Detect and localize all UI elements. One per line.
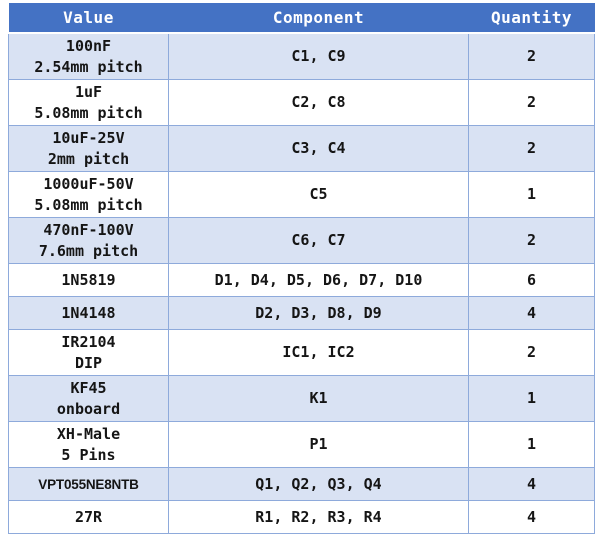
quantity-cell: 2: [468, 125, 595, 172]
header-row: Value Component Quantity: [8, 3, 595, 34]
component-cell: IC1, IC2: [168, 329, 469, 376]
value-cell: 470nF-100V 7.6mm pitch: [8, 217, 169, 264]
component-cell: C5: [168, 171, 469, 218]
value-cell: 1uF 5.08mm pitch: [8, 79, 169, 126]
table-row: 1uF 5.08mm pitch C2, C8 2: [8, 79, 595, 126]
header-component: Component: [168, 3, 469, 34]
component-cell: C1, C9: [168, 32, 469, 80]
value-cell: 100nF 2.54mm pitch: [8, 32, 169, 80]
component-cell: Q1, Q2, Q3, Q4: [168, 467, 469, 501]
value-cell: 1N4148: [8, 296, 169, 330]
component-cell: D2, D3, D8, D9: [168, 296, 469, 330]
component-cell: C3, C4: [168, 125, 469, 172]
value-cell: 1000uF-50V 5.08mm pitch: [8, 171, 169, 218]
table-row: KF45 onboard K1 1: [8, 375, 595, 422]
component-cell: C6, C7: [168, 217, 469, 264]
table-row: IR2104 DIP IC1, IC2 2: [8, 329, 595, 376]
quantity-cell: 1: [468, 171, 595, 218]
table-row: 10uF-25V 2mm pitch C3, C4 2: [8, 125, 595, 172]
table-row: VPT055NE8NTB Q1, Q2, Q3, Q4 4: [8, 467, 595, 501]
component-cell: D1, D4, D5, D6, D7, D10: [168, 263, 469, 297]
component-cell: P1: [168, 421, 469, 468]
quantity-cell: 4: [468, 467, 595, 501]
value-cell: VPT055NE8NTB: [8, 467, 169, 501]
quantity-cell: 2: [468, 217, 595, 264]
value-cell: KF45 onboard: [8, 375, 169, 422]
component-cell: K1: [168, 375, 469, 422]
header-quantity: Quantity: [468, 3, 595, 34]
component-cell: R1, R2, R3, R4: [168, 500, 469, 534]
table-row: 470nF-100V 7.6mm pitch C6, C7 2: [8, 217, 595, 264]
table-row: 100nF 2.54mm pitch C1, C9 2: [8, 32, 595, 80]
bom-table-body: 100nF 2.54mm pitch C1, C9 2 1uF 5.08mm pitch C…: [8, 32, 595, 534]
table-row: 27R R1, R2, R3, R4 4: [8, 500, 595, 534]
table-row: 1000uF-50V 5.08mm pitch C5 1: [8, 171, 595, 218]
header-value: Value: [8, 3, 169, 34]
quantity-cell: 1: [468, 421, 595, 468]
table-row: 1N5819 D1, D4, D5, D6, D7, D10 6: [8, 263, 595, 297]
quantity-cell: 6: [468, 263, 595, 297]
quantity-cell: 2: [468, 79, 595, 126]
quantity-cell: 4: [468, 500, 595, 534]
quantity-cell: 2: [468, 329, 595, 376]
bom-table-page: Value Component Quantity 100nF 2.54mm pit…: [8, 3, 595, 534]
quantity-cell: 4: [468, 296, 595, 330]
quantity-cell: 2: [468, 32, 595, 80]
bom-table: Value Component Quantity 100nF 2.54mm pit…: [8, 3, 595, 534]
value-cell: IR2104 DIP: [8, 329, 169, 376]
value-cell: XH-Male 5 Pins: [8, 421, 169, 468]
value-cell: 1N5819: [8, 263, 169, 297]
table-row: 1N4148 D2, D3, D8, D9 4: [8, 296, 595, 330]
component-cell: C2, C8: [168, 79, 469, 126]
value-cell: 27R: [8, 500, 169, 534]
table-row: XH-Male 5 Pins P1 1: [8, 421, 595, 468]
value-cell: 10uF-25V 2mm pitch: [8, 125, 169, 172]
quantity-cell: 1: [468, 375, 595, 422]
